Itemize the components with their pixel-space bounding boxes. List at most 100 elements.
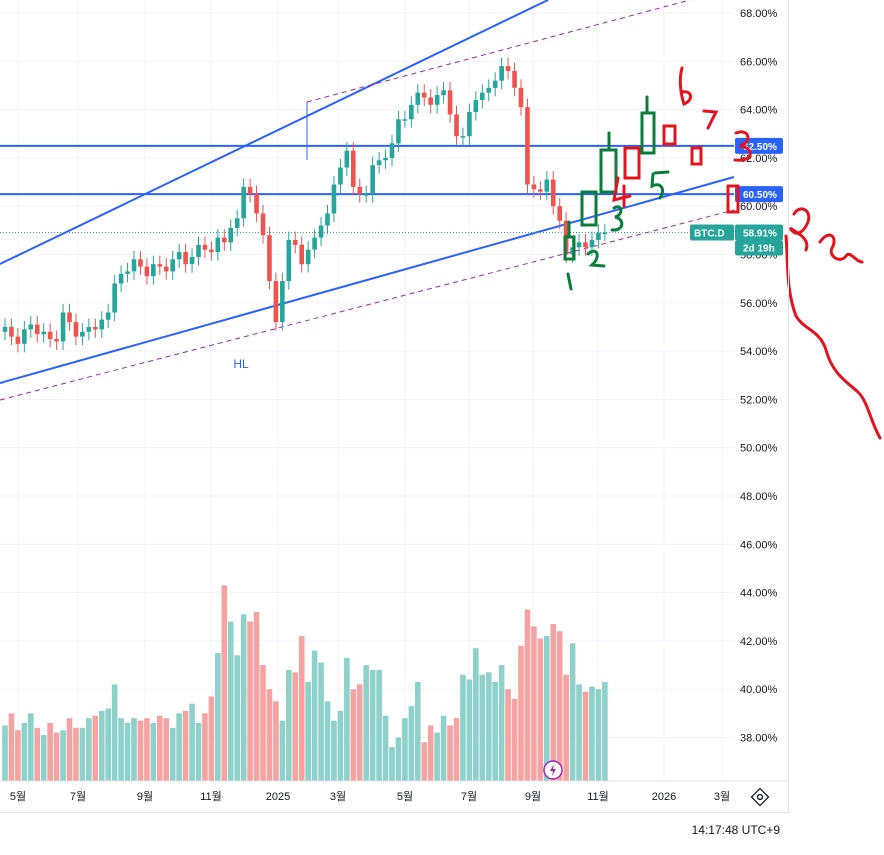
candle-body[interactable] [415, 92, 421, 105]
candle-body[interactable] [389, 143, 395, 158]
candle-body[interactable] [67, 312, 72, 323]
candle-body[interactable] [105, 312, 111, 320]
candle-body[interactable] [492, 80, 498, 88]
clock-display[interactable]: 14:17:48 UTC+9 [691, 823, 780, 837]
candle-body[interactable] [538, 189, 543, 192]
candle-body[interactable] [325, 213, 330, 226]
candle-body[interactable] [376, 160, 382, 166]
candle-body[interactable] [518, 87, 524, 108]
candle-body[interactable] [512, 70, 517, 88]
candle-body[interactable] [428, 97, 433, 105]
candle-body[interactable] [583, 242, 588, 248]
candle-body[interactable] [338, 167, 343, 185]
candle-body[interactable] [447, 90, 453, 115]
candle-body[interactable] [312, 237, 317, 250]
candle-body[interactable] [15, 336, 21, 344]
candle-body[interactable] [22, 329, 27, 344]
candle-body[interactable] [2, 326, 8, 332]
candle-body[interactable] [402, 119, 408, 121]
candle-body[interactable] [73, 322, 79, 337]
price-chart[interactable]: 38.00% 40.00% 42.00% 44.00% 46.00% 48.00% 50.0… [0, 0, 884, 812]
candle-body[interactable] [421, 92, 427, 98]
candle-body[interactable] [189, 256, 195, 265]
candle-body[interactable] [163, 266, 169, 272]
candle-body[interactable] [531, 184, 537, 190]
candle-body[interactable] [505, 66, 511, 71]
candle-body[interactable] [202, 244, 208, 250]
candle-body[interactable] [544, 179, 550, 192]
candle-body[interactable] [273, 281, 279, 323]
candle-body[interactable] [267, 235, 272, 282]
candle-body[interactable] [125, 271, 130, 274]
candle-body[interactable] [550, 179, 556, 207]
candle-body[interactable] [454, 114, 459, 137]
candle-body[interactable] [176, 252, 182, 260]
candle-body[interactable] [93, 326, 98, 330]
candle-body[interactable] [299, 244, 304, 265]
candle-body[interactable] [247, 186, 253, 195]
candle-body[interactable] [441, 90, 446, 96]
candle-body[interactable] [80, 331, 85, 337]
lightning-icon[interactable] [543, 760, 563, 780]
candle-body[interactable] [157, 264, 163, 267]
candle-body[interactable] [396, 119, 401, 144]
candle-body[interactable] [525, 107, 530, 185]
candle-body[interactable] [234, 218, 240, 228]
candle-body[interactable] [131, 259, 137, 272]
candle-body[interactable] [183, 252, 188, 265]
candle-body[interactable] [215, 237, 221, 253]
candle-body[interactable] [409, 104, 414, 120]
candle-body[interactable] [467, 112, 472, 137]
candle-body[interactable] [170, 259, 175, 272]
candle-body[interactable] [292, 240, 298, 245]
candle-body[interactable] [305, 249, 311, 265]
candle-body[interactable] [41, 331, 46, 335]
candle-body[interactable] [557, 206, 562, 221]
candle-body[interactable] [34, 324, 40, 335]
channel-upper-line[interactable] [0, 0, 549, 265]
candle-body[interactable] [460, 136, 466, 138]
candle-body[interactable] [480, 92, 485, 100]
candle-body[interactable] [118, 273, 124, 284]
candle-body[interactable] [254, 194, 259, 214]
candle-body[interactable] [280, 281, 285, 323]
candle-body[interactable] [434, 95, 440, 105]
candle-body[interactable] [589, 240, 595, 248]
settings-icon[interactable] [750, 787, 770, 807]
candle-body[interactable] [86, 326, 92, 332]
candle-body[interactable] [112, 283, 117, 313]
candle-body[interactable] [144, 266, 150, 277]
candle-body[interactable] [318, 225, 324, 238]
dashed-lower-line[interactable] [0, 209, 735, 401]
candle-body[interactable] [196, 244, 201, 257]
candle-body[interactable] [383, 157, 388, 161]
channel-lower-line[interactable] [0, 176, 735, 384]
candle-body[interactable] [602, 232, 608, 235]
candle-body[interactable] [286, 240, 292, 282]
candle-body[interactable] [241, 186, 246, 219]
candle-body[interactable] [260, 213, 266, 236]
candle-body[interactable] [222, 237, 227, 243]
candle-body[interactable] [60, 312, 66, 342]
candle-body[interactable] [499, 66, 504, 81]
candle-body[interactable] [486, 87, 492, 93]
candle-body[interactable] [473, 99, 479, 113]
candle-body[interactable] [344, 150, 350, 168]
candle-body[interactable] [576, 242, 582, 248]
candle-body[interactable] [209, 249, 214, 253]
candle-body[interactable] [151, 264, 156, 277]
candle-body[interactable] [9, 326, 14, 337]
candle-body[interactable] [138, 259, 143, 267]
candle-body[interactable] [331, 184, 337, 214]
candle-body[interactable] [54, 339, 59, 342]
dashed-upper-line[interactable] [306, 0, 691, 103]
candle-body[interactable] [596, 232, 601, 241]
candle-body[interactable] [370, 165, 375, 195]
candle-body[interactable] [47, 331, 53, 340]
candle-body[interactable] [228, 227, 234, 243]
candle-body[interactable] [28, 324, 34, 330]
candle-body[interactable] [357, 186, 363, 195]
candle-body[interactable] [99, 319, 105, 330]
candle-body[interactable] [363, 194, 369, 196]
candle-body[interactable] [351, 150, 356, 187]
